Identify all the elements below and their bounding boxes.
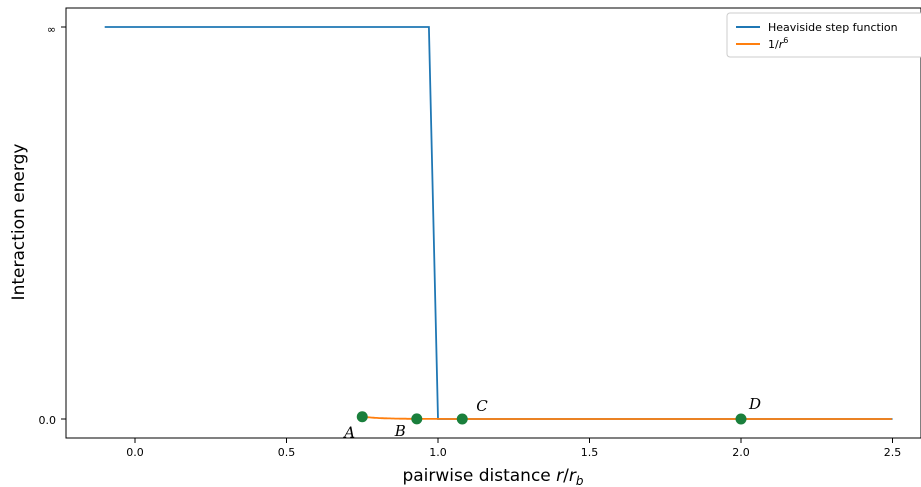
point-marker-b — [411, 413, 423, 425]
points-layer: A B C D — [342, 395, 761, 442]
point-label-a: A — [342, 424, 355, 442]
x-tick-label: 1.5 — [581, 446, 599, 459]
y-axis-ticks: 0.0 ∞ — [39, 23, 66, 427]
series-layer — [104, 26, 893, 420]
point-label-c: C — [476, 397, 488, 415]
x-tick-label: 0.5 — [278, 446, 296, 459]
x-tick-label: 1.0 — [429, 446, 447, 459]
point-label-b: B — [394, 422, 406, 440]
x-tick-label: 2.5 — [884, 446, 902, 459]
x-axis-ticks: 0.0 0.5 1.0 1.5 2.0 2.5 — [126, 438, 901, 459]
series-line-heaviside — [104, 26, 893, 420]
point-marker-c — [456, 413, 468, 425]
legend: Heaviside step function 1/r6 — [726, 12, 921, 58]
point-marker-a — [356, 411, 368, 423]
point-label-d: D — [748, 395, 761, 413]
y-tick-label: ∞ — [47, 23, 56, 36]
x-axis-label: pairwise distance r/rb — [402, 466, 583, 487]
y-tick-label: 0.0 — [39, 414, 57, 427]
plot-area-border — [65, 7, 921, 439]
legend-box — [726, 12, 921, 58]
series-line-inverse-r6 — [362, 415, 892, 420]
y-axis-label: Interaction energy — [9, 144, 29, 301]
legend-label-heaviside: Heaviside step function — [768, 21, 898, 34]
x-tick-label: 2.0 — [732, 446, 750, 459]
x-tick-label: 0.0 — [126, 446, 144, 459]
plot-frame — [65, 7, 921, 439]
point-marker-d — [735, 413, 747, 425]
